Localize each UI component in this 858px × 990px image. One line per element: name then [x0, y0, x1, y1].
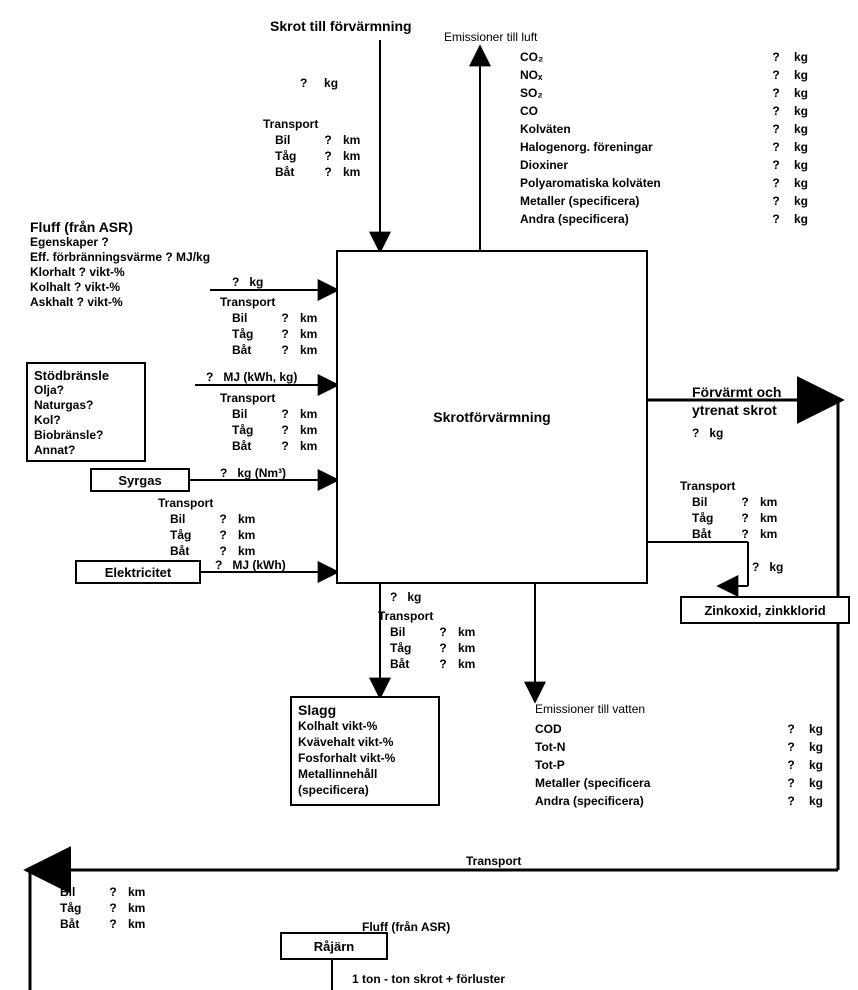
emission-row: Tot-N?kg: [535, 738, 845, 756]
top-input-value: ? kg: [300, 76, 338, 90]
elektricitet-flow: ? MJ (kWh): [215, 558, 286, 572]
transport-slagg: Transport Bil?km Tåg?km Båt?km: [390, 608, 488, 672]
emission-row: Polyaromatiska kolväten?kg: [520, 174, 830, 192]
transport-syrgas: Transport Bil?km Tåg?km Båt?km: [170, 495, 268, 559]
right-output-title1: Förvärmt och: [692, 384, 781, 400]
transport-fluff: Transport Bil?km Tåg?km Båt?km: [232, 294, 330, 358]
emission-row: Andra (specificera)?kg: [520, 210, 830, 228]
transport-skrot: Transport Bil?km Tåg?km Båt?km: [275, 116, 373, 180]
emission-row: Kolväten?kg: [520, 120, 830, 138]
emissions-air-title: Emissioner till luft: [444, 30, 537, 44]
stodbransle-box: Stödbränsle Olja? Naturgas? Kol? Biobrän…: [26, 362, 146, 462]
stodbransle-flow: ? MJ (kWh, kg): [206, 370, 297, 384]
emissions-water-list: COD?kgTot-N?kgTot-P?kgMetaller (specific…: [535, 720, 845, 810]
emission-row: Tot-P?kg: [535, 756, 845, 774]
right-output-title2: ytrenat skrot: [692, 402, 777, 418]
fluff-block: Fluff (från ASR) Egenskaper ? Eff. förbr…: [30, 220, 210, 310]
emission-row: Andra (specificera)?kg: [535, 792, 845, 810]
emission-row: CO?kg: [520, 102, 830, 120]
central-box: Skrotförvärmning: [336, 250, 648, 584]
emission-row: Dioxiner?kg: [520, 156, 830, 174]
rajarn-box: Råjärn: [280, 932, 388, 960]
emission-row: Metaller (specificera?kg: [535, 774, 845, 792]
transport-loop-label: Transport: [466, 854, 521, 868]
zink-flow: ? kg: [752, 560, 783, 574]
emissions-air-list: CO₂?kgNOₓ?kgSO₂?kgCO?kgKolväten?kgHaloge…: [520, 48, 830, 228]
syrgas-flow: ? kg (Nm³): [220, 466, 286, 480]
syrgas-box: Syrgas: [90, 468, 190, 492]
fluff-flow: ? kg: [232, 275, 263, 289]
emission-row: CO₂?kg: [520, 48, 830, 66]
slagg-box: Slagg Kolhalt vikt-% Kvävehalt vikt-% Fo…: [290, 696, 440, 806]
page-title: Skrot till förvärmning: [270, 18, 412, 34]
elektricitet-box: Elektricitet: [75, 560, 201, 584]
zink-box: Zinkoxid, zinkklorid: [680, 596, 850, 624]
transport-loop: Bil?km Tåg?km Båt?km: [60, 884, 158, 932]
rajarn-footer: 1 ton - ton skrot + förluster: [352, 972, 505, 986]
transport-stodbransle: Transport Bil?km Tåg?km Båt?km: [232, 390, 330, 454]
emissions-water-title: Emissioner till vatten: [535, 702, 645, 716]
emission-row: NOₓ?kg: [520, 66, 830, 84]
emission-row: COD?kg: [535, 720, 845, 738]
slagg-flow: ? kg: [390, 590, 421, 604]
emission-row: Metaller (specificera)?kg: [520, 192, 830, 210]
emission-row: Halogenorg. föreningar?kg: [520, 138, 830, 156]
transport-output: Transport Bil?km Tåg?km Båt?km: [692, 478, 790, 542]
emission-row: SO₂?kg: [520, 84, 830, 102]
right-output-value: ? kg: [692, 426, 723, 440]
